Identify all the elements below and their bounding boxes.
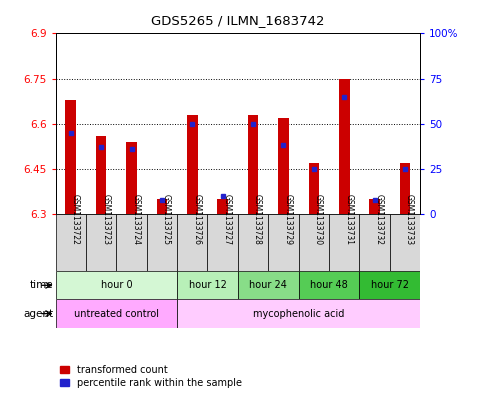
- Bar: [208, 214, 238, 271]
- Bar: [56, 271, 177, 299]
- Text: GSM1133731: GSM1133731: [344, 195, 353, 245]
- Bar: [86, 214, 116, 271]
- Text: GDS5265 / ILMN_1683742: GDS5265 / ILMN_1683742: [151, 14, 325, 27]
- Text: GSM1133732: GSM1133732: [375, 195, 384, 245]
- Bar: [339, 79, 350, 214]
- Text: hour 48: hour 48: [310, 280, 348, 290]
- Text: mycophenolic acid: mycophenolic acid: [253, 309, 344, 319]
- Bar: [116, 214, 147, 271]
- Bar: [126, 142, 137, 214]
- Text: untreated control: untreated control: [74, 309, 159, 319]
- Text: GSM1133723: GSM1133723: [101, 195, 110, 245]
- Text: GSM1133722: GSM1133722: [71, 195, 80, 245]
- Bar: [65, 100, 76, 214]
- Bar: [298, 214, 329, 271]
- Text: GSM1133730: GSM1133730: [314, 194, 323, 246]
- Text: GSM1133725: GSM1133725: [162, 195, 171, 245]
- Bar: [56, 299, 177, 328]
- Text: hour 72: hour 72: [371, 280, 409, 290]
- Bar: [217, 199, 228, 214]
- Text: hour 24: hour 24: [249, 280, 287, 290]
- Bar: [177, 214, 208, 271]
- Text: GSM1133726: GSM1133726: [192, 195, 201, 245]
- Bar: [359, 271, 420, 299]
- Bar: [187, 115, 198, 214]
- Bar: [156, 199, 167, 214]
- Legend: transformed count, percentile rank within the sample: transformed count, percentile rank withi…: [60, 365, 242, 388]
- Bar: [268, 214, 298, 271]
- Bar: [147, 214, 177, 271]
- Bar: [400, 163, 411, 214]
- Bar: [278, 118, 289, 214]
- Text: GSM1133733: GSM1133733: [405, 194, 414, 246]
- Bar: [309, 163, 319, 214]
- Bar: [329, 214, 359, 271]
- Text: GSM1133728: GSM1133728: [253, 195, 262, 245]
- Bar: [177, 271, 238, 299]
- Bar: [369, 199, 380, 214]
- Bar: [177, 299, 420, 328]
- Bar: [298, 271, 359, 299]
- Text: agent: agent: [23, 309, 53, 319]
- Text: GSM1133724: GSM1133724: [131, 195, 141, 245]
- Bar: [96, 136, 106, 214]
- Bar: [390, 214, 420, 271]
- Bar: [238, 271, 298, 299]
- Bar: [56, 214, 86, 271]
- Text: hour 0: hour 0: [100, 280, 132, 290]
- Text: GSM1133729: GSM1133729: [284, 195, 293, 245]
- Text: GSM1133727: GSM1133727: [223, 195, 232, 245]
- Text: time: time: [29, 280, 53, 290]
- Bar: [248, 115, 258, 214]
- Bar: [359, 214, 390, 271]
- Text: hour 12: hour 12: [188, 280, 227, 290]
- Bar: [238, 214, 268, 271]
